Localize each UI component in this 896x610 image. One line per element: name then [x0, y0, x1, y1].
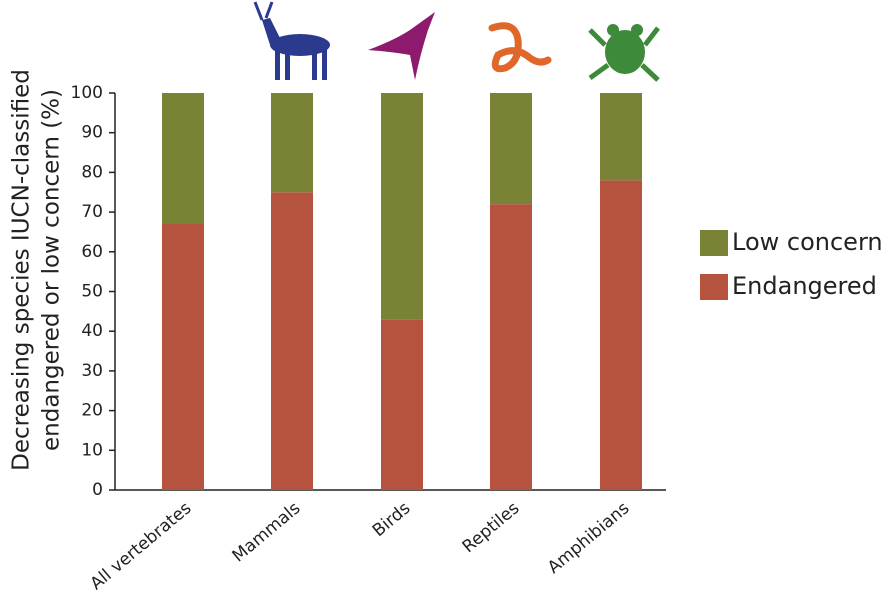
y-tick-label: 70	[81, 202, 103, 222]
y-tick-label: 80	[81, 162, 103, 182]
x-tick-label: All vertebrates	[87, 498, 196, 594]
y-tick-label: 100	[71, 83, 103, 103]
bar-segment	[381, 319, 423, 490]
bar-segment	[490, 204, 532, 490]
x-tick-label: Birds	[369, 498, 415, 541]
y-tick-label: 50	[81, 282, 103, 302]
legend-label: Low concern	[732, 228, 883, 256]
y-tick-label: 20	[81, 401, 103, 421]
bar-segment	[381, 93, 423, 320]
snake-icon	[488, 22, 552, 73]
y-axis-label: Decreasing species IUCN-classified	[9, 69, 35, 471]
bar-segment	[271, 192, 313, 490]
y-tick-label: 0	[92, 480, 103, 500]
deer-icon	[253, 1, 330, 80]
x-tick-label: Amphibians	[544, 498, 634, 578]
y-tick-label: 90	[81, 123, 103, 143]
legend-swatch	[700, 230, 728, 256]
y-tick-label: 10	[81, 440, 103, 460]
bird-icon	[368, 12, 435, 80]
y-tick-label: 60	[81, 242, 103, 262]
legend-label: Endangered	[732, 272, 877, 300]
y-axis-label: endangered or low concern (%)	[39, 89, 65, 451]
animal-icons	[253, 1, 660, 82]
x-tick-label: Reptiles	[459, 498, 524, 557]
x-tick-label: Mammals	[229, 498, 305, 566]
frog-icon	[588, 24, 660, 82]
bar-segment	[271, 93, 313, 193]
bar-segment	[600, 180, 642, 490]
legend-swatch	[700, 274, 728, 300]
y-tick-label: 40	[81, 321, 103, 341]
bar-segment	[162, 224, 204, 490]
bar-segment	[162, 93, 204, 225]
bar-segment	[600, 93, 642, 181]
y-tick-label: 30	[81, 361, 103, 381]
bar-segment	[490, 93, 532, 205]
